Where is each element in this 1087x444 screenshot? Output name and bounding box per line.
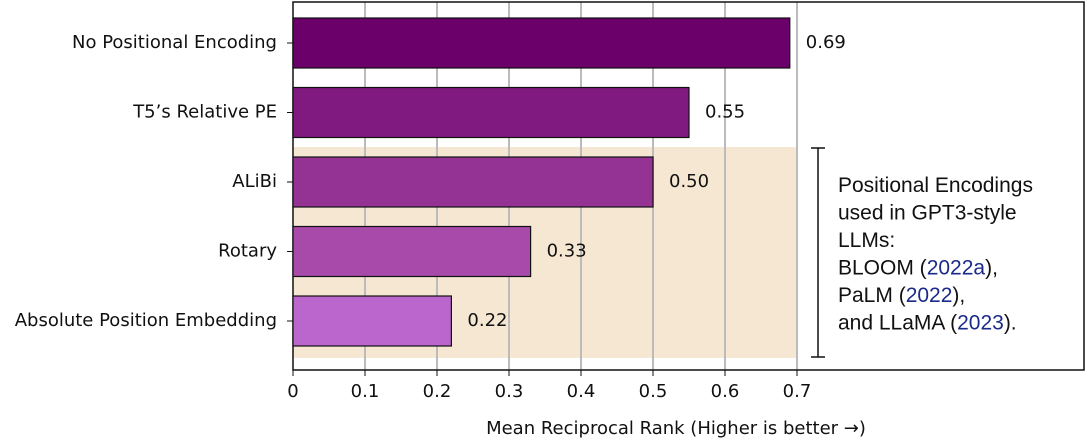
annotation-line: and LLaMA (2023). xyxy=(838,311,1017,334)
x-tick-label: 0.2 xyxy=(423,381,452,402)
x-tick-label: 0.4 xyxy=(567,381,596,402)
bar xyxy=(292,295,452,347)
value-label: 0.50 xyxy=(669,171,709,192)
x-tick-label: 0.6 xyxy=(711,381,740,402)
annotation-text: ), xyxy=(985,256,998,279)
annotation-text: used in GPT3-style xyxy=(838,201,1017,224)
x-tick-label: 0.3 xyxy=(495,381,524,402)
annotation-text: LLMs: xyxy=(838,229,895,252)
annotation-line: BLOOM (2022a), xyxy=(838,256,998,279)
annotation-line: Positional Encodings xyxy=(838,174,1033,197)
bar xyxy=(292,17,791,69)
bracket xyxy=(811,147,825,358)
x-axis-label: Mean Reciprocal Rank (Higher is better →… xyxy=(486,418,866,439)
y-tick-label: ALiBi xyxy=(232,171,277,192)
y-tick-label: Absolute Position Embedding xyxy=(15,310,277,331)
annotation-text: ). xyxy=(1004,311,1017,334)
annotation-line: PaLM (2022), xyxy=(838,284,965,307)
annotation-text: ), xyxy=(952,284,965,307)
y-tick-label: Rotary xyxy=(218,241,277,262)
annotation-text: and LLaMA ( xyxy=(838,311,957,334)
bar xyxy=(292,86,690,139)
citation: 2022a xyxy=(927,256,986,279)
x-tick-label: 0.7 xyxy=(783,381,812,402)
value-label: 0.55 xyxy=(705,102,745,123)
value-label: 0.22 xyxy=(467,310,507,331)
x-tick-label: 0.5 xyxy=(639,381,668,402)
citation: 2023 xyxy=(957,311,1004,334)
y-tick-label: T5’s Relative PE xyxy=(132,102,277,123)
annotation-text: PaLM ( xyxy=(838,284,906,307)
annotation-text: BLOOM ( xyxy=(838,256,927,279)
value-label: 0.69 xyxy=(806,32,846,53)
bar xyxy=(292,225,532,278)
citation: 2022 xyxy=(906,284,953,307)
x-tick-label: 0 xyxy=(287,381,298,402)
bar xyxy=(292,156,654,208)
annotation-text: Positional Encodings xyxy=(838,174,1033,197)
annotation-line: LLMs: xyxy=(838,229,895,252)
annotation-line: used in GPT3-style xyxy=(838,201,1017,224)
value-label: 0.33 xyxy=(547,241,587,262)
x-tick-label: 0.1 xyxy=(351,381,380,402)
y-tick-label: No Positional Encoding xyxy=(72,32,277,53)
